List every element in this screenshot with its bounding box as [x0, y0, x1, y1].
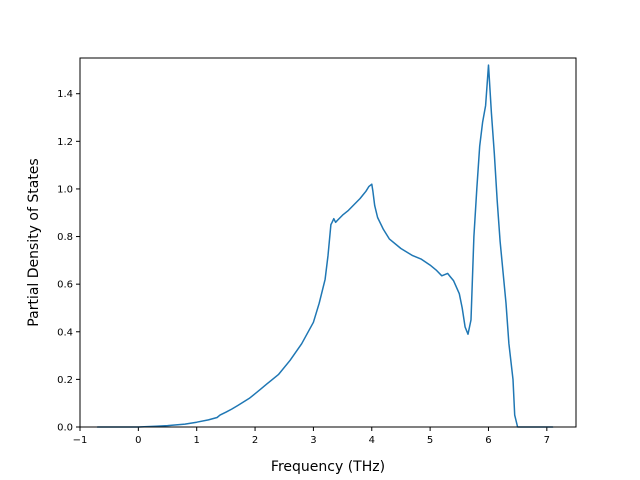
y-tick-label: 1.0 — [57, 184, 73, 195]
x-tick-label: 7 — [544, 435, 550, 446]
x-tick-label: 0 — [135, 435, 141, 446]
x-tick-label: 3 — [310, 435, 316, 446]
x-tick-label: 5 — [427, 435, 433, 446]
plot-frame — [79, 57, 577, 428]
y-tick-label: 0.4 — [57, 327, 73, 338]
series-line — [96, 64, 554, 428]
y-axis-label: Partial Density of States — [26, 158, 42, 326]
x-tick-label: 4 — [369, 435, 375, 446]
y-tick-label: 0.8 — [57, 232, 73, 243]
x-tick-label: 6 — [485, 435, 491, 446]
x-tick-label: −1 — [73, 435, 88, 446]
x-tick-label: 1 — [194, 435, 200, 446]
y-tick-label: 0.6 — [57, 280, 73, 291]
chart-marks: −1 0 1 2 3 4 5 6 7 0.0 0.2 0.4 0.6 0.8 1.0 1.2 1.4 — [57, 64, 554, 446]
y-tick-label: 0.0 — [57, 423, 73, 434]
y-tick-label: 1.2 — [57, 137, 73, 148]
y-tick-label: 0.2 — [57, 375, 73, 386]
x-axis-label: Frequency (THz) — [271, 459, 385, 475]
x-tick-label: 2 — [252, 435, 258, 446]
y-tick-label: 1.4 — [57, 89, 73, 100]
